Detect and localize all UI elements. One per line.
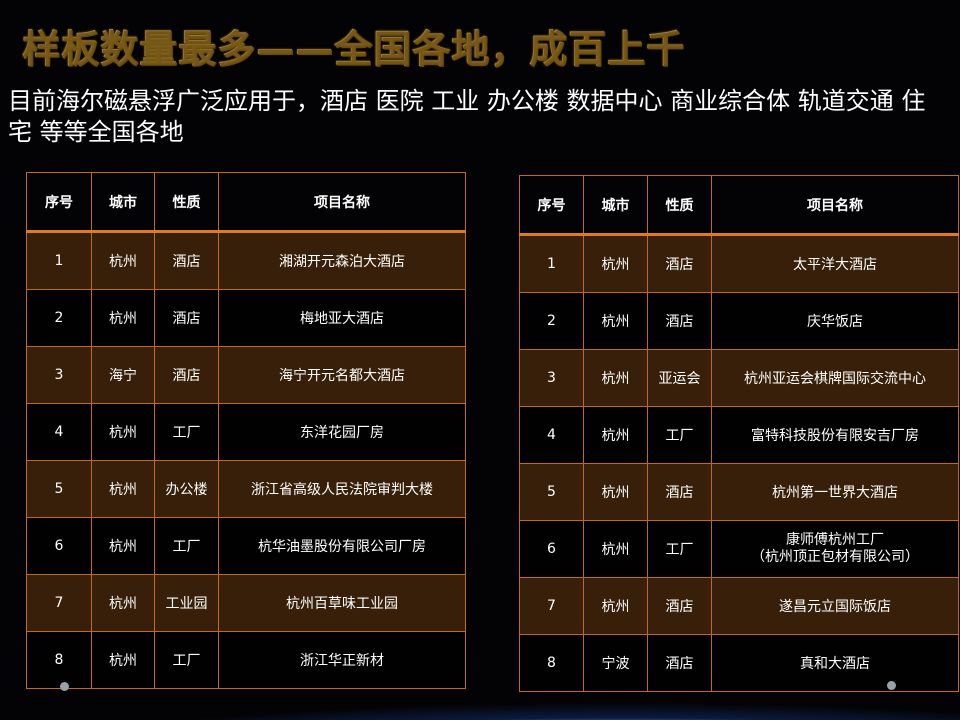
cell-project-name: 杭州百草味工业园	[218, 574, 466, 632]
table-row: 2 杭州 酒店 庆华饭店	[519, 292, 959, 350]
cell-number: 7	[519, 577, 584, 635]
table-row: 6 杭州 工厂 杭华油墨股份有限公司厂房	[26, 517, 466, 575]
cell-type: 酒店	[647, 234, 712, 293]
cell-number: 5	[26, 460, 92, 518]
header-city: 城市	[91, 172, 155, 233]
header-project-name: 项目名称	[711, 175, 959, 236]
header-type: 性质	[154, 172, 219, 233]
table-row: 8 杭州 工厂 浙江华正新材	[26, 631, 466, 689]
cell-project-name: 真和大酒店	[711, 634, 959, 692]
cell-type: 亚运会	[647, 349, 712, 407]
right-project-table: 序号 城市 性质 项目名称 1 杭州 酒店 太平洋大酒店 2 杭州 酒店 庆华饭店 3 杭州 亚运会…	[519, 175, 959, 692]
cell-city: 杭州	[91, 231, 155, 290]
cell-number: 7	[26, 574, 92, 632]
table-row: 7 杭州 酒店 遂昌元立国际饭店	[519, 577, 959, 635]
cell-project-name: 杭州第一世界大酒店	[711, 463, 959, 521]
cell-project-name: 东洋花园厂房	[218, 403, 466, 461]
cell-city: 杭州	[583, 463, 648, 521]
cell-city: 杭州	[91, 631, 155, 689]
header-number: 序号	[519, 175, 584, 236]
cell-project-name: 浙江省高级人民法院审判大楼	[218, 460, 466, 518]
cell-type: 酒店	[154, 289, 219, 347]
decorative-dot	[60, 682, 69, 691]
project-name-line: （杭州顶正包材有限公司）	[751, 549, 919, 565]
cell-project-name: 富特科技股份有限安吉厂房	[711, 406, 959, 464]
cell-project-name: 梅地亚大酒店	[218, 289, 466, 347]
table-row: 5 杭州 办公楼 浙江省高级人民法院审判大楼	[26, 460, 466, 518]
cell-number: 6	[519, 520, 584, 578]
cell-type: 酒店	[647, 634, 712, 692]
cell-city: 杭州	[583, 292, 648, 350]
cell-type: 酒店	[647, 463, 712, 521]
table-row: 1 杭州 酒店 太平洋大酒店	[519, 234, 959, 293]
cell-type: 工厂	[647, 520, 712, 578]
table-row: 3 杭州 亚运会 杭州亚运会棋牌国际交流中心	[519, 349, 959, 407]
cell-project-name: 浙江华正新材	[218, 631, 466, 689]
cell-city: 杭州	[583, 349, 648, 407]
cell-city: 杭州	[91, 574, 155, 632]
cell-type: 酒店	[647, 577, 712, 635]
cell-number: 8	[26, 631, 92, 689]
cell-city: 杭州	[583, 577, 648, 635]
cell-number: 6	[26, 517, 92, 575]
table-row: 2 杭州 酒店 梅地亚大酒店	[26, 289, 466, 347]
cell-type: 酒店	[154, 231, 219, 290]
cell-type: 工厂	[154, 631, 219, 689]
cell-city: 杭州	[583, 520, 648, 578]
cell-city: 杭州	[91, 460, 155, 518]
cell-number: 2	[26, 289, 92, 347]
cell-type: 办公楼	[154, 460, 219, 518]
left-project-table: 序号 城市 性质 项目名称 1 杭州 酒店 湘湖开元森泊大酒店 2 杭州 酒店 梅地亚大酒店 3…	[26, 172, 466, 689]
cell-number: 2	[519, 292, 584, 350]
cell-type: 工业园	[154, 574, 219, 632]
cell-type: 工厂	[154, 403, 219, 461]
cell-project-name: 杭华油墨股份有限公司厂房	[218, 517, 466, 575]
cell-project-name: 庆华饭店	[711, 292, 959, 350]
cell-project-name: 湘湖开元森泊大酒店	[218, 231, 466, 290]
slide-subtitle: 目前海尔磁悬浮广泛应用于，酒店 医院 工业 办公楼 数据中心 商业综合体 轨道交…	[8, 87, 926, 146]
cell-city: 宁波	[583, 634, 648, 692]
cell-project-name: 遂昌元立国际饭店	[711, 577, 959, 635]
cell-number: 4	[26, 403, 92, 461]
table-header-row: 序号 城市 性质 项目名称	[26, 172, 466, 233]
header-number: 序号	[26, 172, 92, 233]
cell-city: 杭州	[91, 517, 155, 575]
header-project-name: 项目名称	[218, 172, 466, 233]
header-city: 城市	[583, 175, 648, 236]
cell-project-name: 太平洋大酒店	[711, 234, 959, 293]
cell-number: 4	[519, 406, 584, 464]
cell-city: 杭州	[91, 403, 155, 461]
slide-title: 样板数量最多——全国各地，成百上千	[22, 18, 685, 73]
cell-city: 杭州	[583, 234, 648, 293]
cell-type: 工厂	[154, 517, 219, 575]
cell-number: 3	[26, 346, 92, 404]
table-row: 8 宁波 酒店 真和大酒店	[519, 634, 959, 692]
cell-city: 海宁	[91, 346, 155, 404]
table-row: 4 杭州 工厂 东洋花园厂房	[26, 403, 466, 461]
cell-city: 杭州	[91, 289, 155, 347]
table-row: 5 杭州 酒店 杭州第一世界大酒店	[519, 463, 959, 521]
table-row: 4 杭州 工厂 富特科技股份有限安吉厂房	[519, 406, 959, 464]
cell-city: 杭州	[583, 406, 648, 464]
table-row: 1 杭州 酒店 湘湖开元森泊大酒店	[26, 231, 466, 290]
decorative-dot	[887, 681, 896, 690]
cell-number: 5	[519, 463, 584, 521]
cell-type: 酒店	[647, 292, 712, 350]
cell-number: 1	[519, 234, 584, 293]
table-row: 7 杭州 工业园 杭州百草味工业园	[26, 574, 466, 632]
cell-project-name: 海宁开元名都大酒店	[218, 346, 466, 404]
header-type: 性质	[647, 175, 712, 236]
cell-number: 1	[26, 231, 92, 290]
table-header-row: 序号 城市 性质 项目名称	[519, 175, 959, 236]
table-row: 6 杭州 工厂 康师傅杭州工厂 （杭州顶正包材有限公司）	[519, 520, 959, 578]
project-name-line: 康师傅杭州工厂	[786, 532, 884, 548]
cell-type: 工厂	[647, 406, 712, 464]
cell-type: 酒店	[154, 346, 219, 404]
table-row: 3 海宁 酒店 海宁开元名都大酒店	[26, 346, 466, 404]
cell-number: 3	[519, 349, 584, 407]
cell-number: 8	[519, 634, 584, 692]
cell-project-name: 杭州亚运会棋牌国际交流中心	[711, 349, 959, 407]
cell-project-name: 康师傅杭州工厂 （杭州顶正包材有限公司）	[711, 520, 959, 578]
